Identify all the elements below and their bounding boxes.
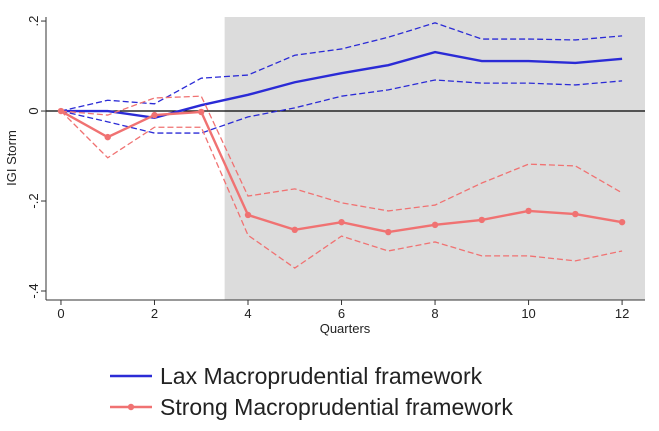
y-tick-label: .2 [26, 16, 41, 27]
confidence-bound [60, 22, 623, 112]
x-tick-label: 12 [615, 306, 629, 321]
legend-marker [127, 403, 135, 411]
point [57, 107, 65, 115]
x-tick-label: 6 [338, 306, 345, 321]
legend-label: Lax Macroprudential framework [160, 363, 483, 389]
y-axis-label: IGI Storm [4, 130, 19, 186]
point [151, 111, 158, 119]
confidence-bound [60, 79, 623, 134]
shaded-region [224, 17, 645, 300]
point [431, 221, 439, 229]
x-tick-label: 10 [521, 306, 535, 321]
x-tick-label: 4 [244, 306, 251, 321]
point [525, 207, 532, 215]
point [198, 108, 205, 116]
point [618, 218, 626, 226]
confidence-bound [60, 110, 623, 269]
x-tick-label: 0 [57, 306, 64, 321]
x-axis-label: Quarters [320, 321, 371, 336]
point [291, 226, 298, 234]
point [572, 210, 579, 218]
point [478, 216, 486, 224]
point [338, 218, 345, 226]
point [385, 228, 392, 236]
x-tick-label: 2 [151, 306, 158, 321]
point [244, 211, 252, 219]
legend-label: Strong Macroprudential framework [160, 394, 513, 420]
point [104, 133, 111, 141]
x-tick-label: 8 [431, 306, 438, 321]
y-tick-label: -.4 [26, 283, 41, 298]
y-tick-label: -.2 [26, 193, 41, 208]
y-tick-label: 0 [26, 107, 41, 114]
